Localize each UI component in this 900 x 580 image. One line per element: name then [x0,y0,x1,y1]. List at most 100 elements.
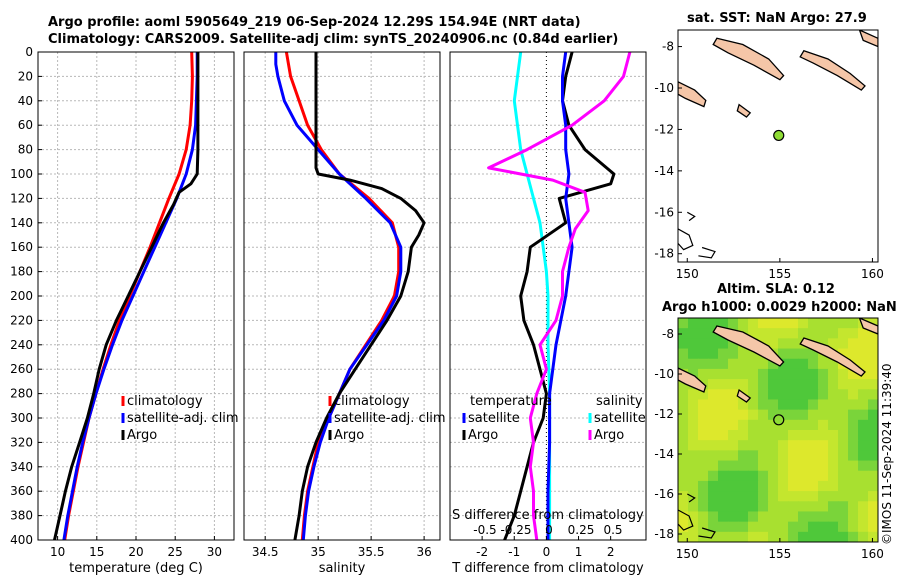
sla-cell [698,419,709,431]
sla-cell [778,430,789,441]
x-axis-label: temperature (deg C) [69,561,203,576]
sla-cell [788,368,799,380]
sla-cell [728,450,739,462]
sla-cell [708,491,719,502]
sla-cell [698,470,709,482]
y-tick-label: 240 [10,338,33,352]
sla-cell [848,521,859,533]
sla-cell [838,328,849,339]
sla-cell [738,430,749,441]
sla-cell [718,501,729,513]
sla-cell [748,399,759,411]
sla-cell [728,501,739,513]
sla-cell [858,491,869,502]
sla-cell [868,531,878,542]
sla-cell [818,521,829,533]
sla-cell [768,511,779,523]
sla-cell [698,521,709,533]
sla-cell [718,470,729,482]
sla-cell [678,521,689,533]
sla-cell [838,491,849,502]
sla-cell [698,399,709,411]
sla-cell [778,419,789,431]
top-axis-tick-label: 0.5 [603,523,622,537]
header-line2: Climatology: CARS2009. Satellite-adj cli… [48,32,619,47]
sla-cell [738,491,749,502]
sla-cell [808,358,819,370]
sla-cell [768,318,779,329]
sla-cell [788,470,799,482]
sla-cell [768,368,779,380]
sla-cell [788,501,799,513]
sla-cell [758,419,769,431]
sla-cell [818,379,829,390]
sla-cell [808,430,819,441]
sla-cell [708,389,719,401]
sla-cell [728,511,739,523]
x-axis-label: salinity [319,561,366,576]
x-tick-label: 10 [50,545,65,559]
sla-cell [688,511,699,523]
sla-cell [828,430,839,441]
sla-cell [778,348,789,360]
sla-cell [838,389,849,401]
sla-cell [688,491,699,502]
sla-cell [868,328,878,339]
sla-cell [808,450,819,462]
sla-cell [868,348,878,360]
sla-cell [848,379,859,390]
sla-cell [778,379,789,390]
sla-cell [728,440,739,451]
legend-title-salinity: salinity [596,394,643,409]
sla-cell [758,460,769,472]
sla-cell [778,440,789,451]
sla-cell [808,399,819,411]
sla-cell [708,358,719,370]
sla-cell [688,450,699,462]
map-inner [678,318,878,542]
legend-label: climatology [334,394,410,409]
sla-cell [818,450,829,462]
sla-cell [688,430,699,441]
sla-cell [718,399,729,411]
sla-cell [678,348,689,360]
sla-cell [678,419,689,431]
sla-cell [828,368,839,380]
land-polygon [712,37,785,81]
sla-cell [868,480,878,492]
sla-cell [748,389,759,401]
sla-cell [798,379,809,390]
legend-label: Argo [468,428,498,443]
sla-cell [778,460,789,472]
sla-cell [688,480,699,492]
sla-cell [688,318,699,329]
sla-cell [798,450,809,462]
top-axis-tick-label: -0.5 [473,523,496,537]
sla-cell [758,318,769,329]
sla-cell [708,379,719,390]
sla-cell [868,358,878,370]
sla-cell [698,318,709,329]
map-frame [677,29,879,263]
sla-cell [798,348,809,360]
sla-cell [708,511,719,523]
sla-cell [678,531,689,542]
sla-cell [828,511,839,523]
sla-cell [808,491,819,502]
sla-cell [708,501,719,513]
sla-cell [708,419,719,431]
sla-cell [708,480,719,492]
y-tick-label: 120 [10,191,33,205]
sla-cell [798,531,809,542]
sla-cell [768,521,779,533]
sla-cell [868,419,878,431]
series-line-salinity-Argo [487,52,632,540]
sla-cell [688,338,699,350]
sla-cell [848,511,859,523]
land-polygon [858,318,878,335]
sla-cell [818,328,829,339]
sla-cell [718,379,729,390]
sla-cell [788,318,799,329]
sla-cell [678,511,689,523]
